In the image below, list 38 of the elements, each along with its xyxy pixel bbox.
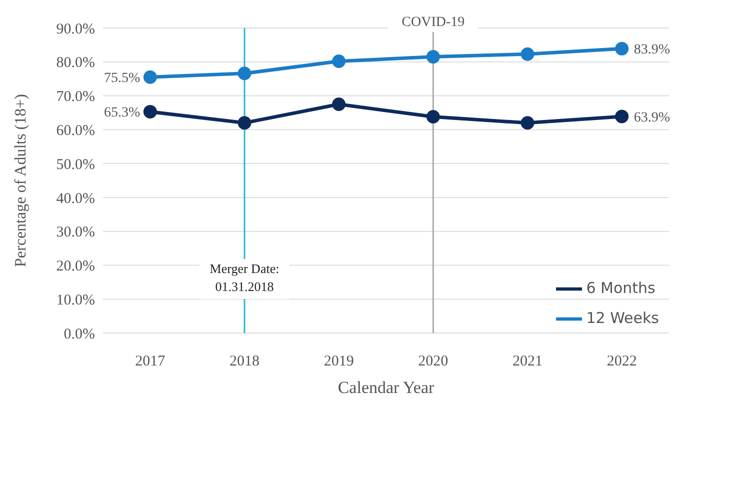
y-tick-label: 10.0% xyxy=(56,292,95,308)
point xyxy=(238,66,252,80)
y-tick-label: 30.0% xyxy=(56,224,95,241)
data-label: 63.9% xyxy=(634,110,670,126)
point xyxy=(520,47,534,61)
x-tick-label: 2017 xyxy=(135,354,166,370)
x-tick-label: 2018 xyxy=(230,354,260,370)
legend-label: 6 Months xyxy=(586,279,656,297)
point xyxy=(238,116,252,130)
point xyxy=(520,116,534,130)
data-label: 75.5% xyxy=(104,71,140,86)
y-tick-label: 60.0% xyxy=(56,122,95,139)
point xyxy=(615,42,629,56)
y-tick-label: 20.0% xyxy=(56,258,95,275)
y-axis-title: Percentage of Adults (18+) xyxy=(12,94,30,267)
y-tick-label: 0.0% xyxy=(64,326,95,342)
point xyxy=(426,110,440,124)
ref-line-label: COVID-19 xyxy=(402,15,465,30)
x-tick-label: 2019 xyxy=(324,354,354,370)
point xyxy=(143,70,157,84)
x-tick-label: 2021 xyxy=(512,354,542,370)
point xyxy=(332,54,346,68)
y-tick-label: 70.0% xyxy=(56,89,95,106)
x-tick-label: 2020 xyxy=(418,354,448,370)
y-tick-label: 90.0% xyxy=(56,21,95,38)
ref-line-label: Merger Date: 01.31.2018 xyxy=(210,261,280,294)
data-label: 65.3% xyxy=(104,106,140,121)
y-tick-label: 80.0% xyxy=(56,55,95,72)
y-tick-label: 50.0% xyxy=(56,156,95,173)
x-axis-title: Calendar Year xyxy=(338,378,434,397)
point xyxy=(426,50,440,64)
point xyxy=(143,104,157,118)
x-tick-label: 2022 xyxy=(606,354,637,370)
point xyxy=(332,98,346,111)
data-label: 83.9% xyxy=(634,42,670,58)
y-tick-label: 40.0% xyxy=(56,190,95,207)
legend-label: 12 Weeks xyxy=(586,309,659,327)
point xyxy=(615,110,629,124)
